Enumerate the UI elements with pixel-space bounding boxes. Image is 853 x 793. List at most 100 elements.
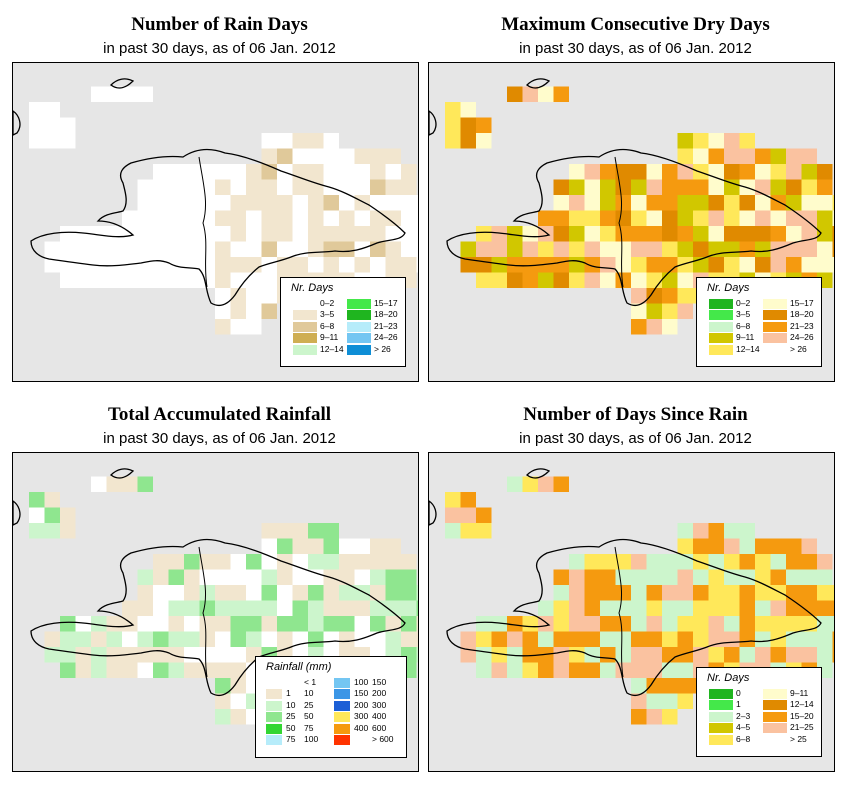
grid-cell — [786, 164, 802, 180]
grid-cell — [246, 164, 262, 180]
grid-cell — [646, 288, 662, 304]
legend-swatch — [709, 723, 733, 734]
grid-cell — [646, 678, 662, 694]
grid-cell — [215, 647, 231, 663]
grid-cell — [569, 662, 585, 678]
grid-cell — [401, 210, 417, 226]
grid-cell — [569, 210, 585, 226]
grid-cell — [600, 600, 616, 616]
grid-cell — [261, 210, 277, 226]
grid-cell — [401, 179, 417, 195]
grid-cell — [584, 179, 600, 195]
grid-cell — [339, 148, 355, 164]
grid-cell — [770, 210, 786, 226]
legend-range-to: 25 — [304, 699, 314, 710]
legend-swatch — [709, 711, 733, 722]
grid-cell — [677, 303, 693, 319]
legend-swatch — [334, 712, 350, 723]
grid-cell — [153, 631, 169, 647]
grid-cell — [507, 272, 523, 288]
grid-cell — [755, 538, 771, 554]
grid-cell — [168, 272, 184, 288]
grid-cell — [770, 164, 786, 180]
grid-cell — [292, 585, 308, 601]
grid-cell — [569, 554, 585, 570]
grid-cell — [600, 164, 616, 180]
grid-cell — [184, 662, 200, 678]
legend-swatch — [293, 344, 317, 355]
grid-cell — [553, 86, 569, 102]
grid-cell — [44, 102, 60, 118]
grid-cell — [261, 569, 277, 585]
grid-cell — [739, 148, 755, 164]
legend-label: 6–8 — [320, 320, 335, 331]
grid-cell — [277, 210, 293, 226]
grid-cell — [662, 303, 678, 319]
grid-cell — [354, 226, 370, 242]
grid-cell — [460, 492, 476, 508]
grid-cell — [261, 303, 277, 319]
legend-label: 18–20 — [790, 309, 814, 320]
legend-swatch — [709, 333, 733, 344]
grid-cell — [246, 569, 262, 585]
grid-cell — [600, 241, 616, 257]
legend-label: 4–5 — [736, 722, 751, 733]
legend-label: 9–11 — [736, 332, 755, 343]
haiti-dr-border — [198, 156, 208, 288]
grid-cell — [261, 600, 277, 616]
grid-cell — [817, 631, 833, 647]
grid-cell — [631, 585, 647, 601]
grid-cell — [460, 523, 476, 539]
grid-cell — [801, 226, 817, 242]
grid-cell — [553, 241, 569, 257]
grid-cell — [693, 631, 709, 647]
legend-swatch — [266, 678, 282, 688]
grid-cell — [538, 86, 554, 102]
grid-cell — [215, 272, 231, 288]
grid-cell — [817, 210, 833, 226]
legend-swatch — [347, 310, 371, 321]
legend-label: 12–14 — [320, 343, 344, 354]
grid-cell — [106, 226, 122, 242]
grid-cell — [507, 476, 523, 492]
grid-cell — [755, 210, 771, 226]
grid-cell — [292, 210, 308, 226]
legend-swatch — [334, 723, 350, 734]
grid-cell — [693, 133, 709, 149]
grid-cell — [199, 241, 215, 257]
grid-cell — [460, 257, 476, 273]
grid-cell — [786, 631, 802, 647]
grid-cell — [339, 257, 355, 273]
grid-cell — [277, 195, 293, 211]
grid-cell — [739, 226, 755, 242]
grid-cell — [184, 616, 200, 632]
grid-cell — [770, 179, 786, 195]
grid-cell — [615, 241, 631, 257]
grid-cell — [476, 523, 492, 539]
grid-cell — [832, 647, 834, 663]
grid-cell — [60, 616, 76, 632]
grid-cell — [199, 257, 215, 273]
grid-cell — [230, 600, 246, 616]
map-grid — [445, 476, 834, 725]
legend-label: 15–17 — [790, 298, 814, 308]
grid-cell — [507, 241, 523, 257]
grid-cell — [184, 631, 200, 647]
panel-subtitle: in past 30 days, as of 06 Jan. 2012 — [103, 430, 336, 447]
grid-cell — [522, 272, 538, 288]
grid-cell — [261, 616, 277, 632]
grid-cell — [755, 148, 771, 164]
grid-cell — [153, 585, 169, 601]
grid-cell — [600, 569, 616, 585]
grid-cell — [677, 693, 693, 709]
legend-swatch — [709, 299, 733, 309]
grid-cell — [817, 241, 833, 257]
grid-cell — [507, 662, 523, 678]
coastline — [13, 78, 406, 307]
map-legend: Nr. Days 0–2 3–5 6–8 9–11 12–14 15–17 18–20 21… — [280, 277, 406, 367]
grid-cell — [662, 709, 678, 725]
grid-cell — [416, 616, 418, 632]
grid-cell — [385, 585, 401, 601]
grid-cell — [724, 179, 740, 195]
grid-cell — [708, 616, 724, 632]
